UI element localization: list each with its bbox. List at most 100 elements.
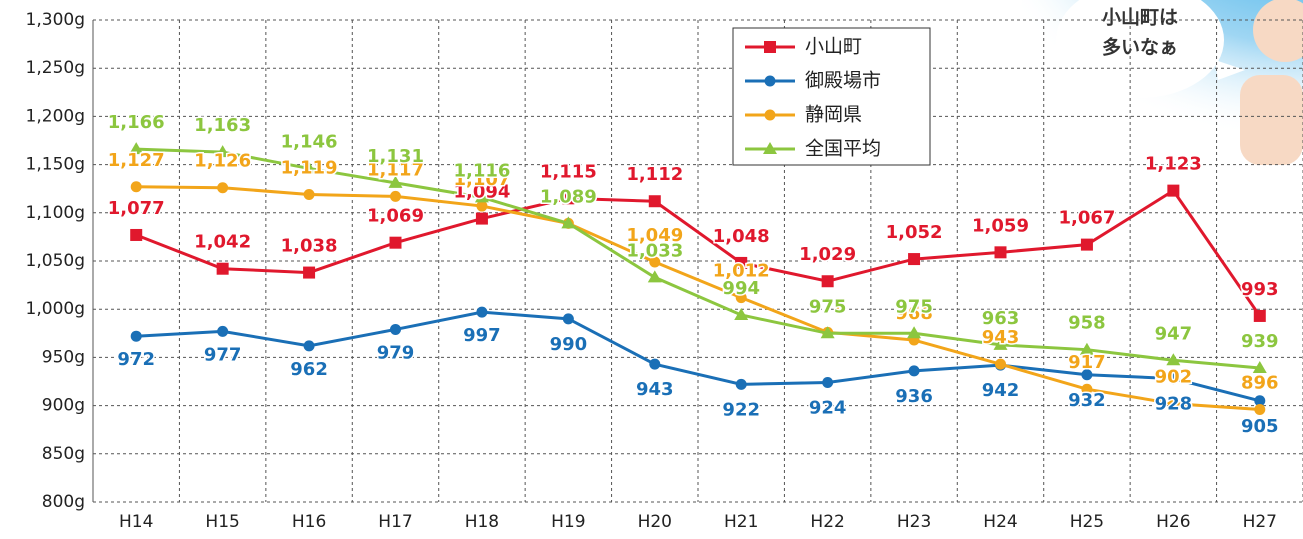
x-tick-label: H17 [378,512,412,532]
y-tick-label: 1,300g [26,10,85,30]
callout-text: 多いなぁ [1102,36,1178,59]
value-label: 1,048 [713,226,770,247]
legend-label: 静岡県 [805,104,862,126]
marker [390,237,402,249]
marker [217,263,229,275]
value-label: 962 [290,359,328,380]
marker [390,191,401,202]
x-tick-label: H18 [465,512,499,532]
value-label: 942 [982,380,1020,401]
value-label: 902 [1155,367,1193,388]
value-label: 1,067 [1058,208,1115,229]
value-label: 977 [204,344,242,365]
value-label: 1,052 [886,222,943,243]
value-label: 979 [377,342,415,363]
x-tick-label: H21 [724,512,758,532]
marker [822,377,833,388]
x-tick-label: H25 [1070,512,1104,532]
value-label: 928 [1155,394,1193,415]
marker [1167,185,1179,197]
marker [131,181,142,192]
y-tick-label: 1,250g [26,58,85,78]
marker [736,379,747,390]
callout-text: 小山町は [1102,7,1178,29]
x-tick-label: H24 [983,512,1017,532]
value-label: 1,059 [972,215,1029,236]
value-label: 939 [1241,331,1279,352]
y-tick-label: 900g [42,396,85,416]
y-tick-label: 1,100g [26,203,85,223]
value-label: 1,038 [281,236,338,257]
marker [765,110,776,121]
marker [765,76,776,87]
value-label: 922 [722,399,760,420]
value-label: 1,089 [540,186,597,207]
marker [304,340,315,351]
x-tick-label: H22 [810,512,844,532]
value-label: 1,116 [453,160,510,181]
marker [649,195,661,207]
value-label: 1,029 [799,244,856,265]
x-tick-label: H16 [292,512,326,532]
marker [304,189,315,200]
marker [1254,310,1266,322]
legend-label: 小山町 [805,36,862,58]
x-tick-label: H23 [897,512,931,532]
value-label: 958 [1068,313,1106,334]
marker [476,307,487,318]
marker [649,359,660,370]
value-label: 905 [1241,416,1279,437]
y-tick-label: 800g [42,492,85,512]
value-label: 932 [1068,390,1106,411]
value-label: 1,033 [626,240,683,261]
marker [130,229,142,241]
value-label: 896 [1241,372,1279,393]
marker [390,324,401,335]
marker [217,182,228,193]
value-label: 994 [722,278,760,299]
value-label: 917 [1068,352,1106,373]
value-label: 936 [895,386,933,407]
y-tick-label: 1,000g [26,299,85,319]
x-tick-label: H14 [119,512,153,532]
marker [995,359,1006,370]
y-tick-label: 1,050g [26,251,85,271]
value-label: 975 [809,296,847,317]
value-label: 993 [1241,279,1279,300]
value-label: 975 [895,296,933,317]
value-label: 1,123 [1145,154,1202,175]
value-label: 1,131 [367,146,424,167]
value-label: 947 [1155,323,1193,344]
x-tick-label: H20 [638,512,672,532]
value-label: 1,166 [108,112,165,133]
marker [822,275,834,287]
marker [909,365,920,376]
marker [995,246,1007,258]
value-label: 963 [982,308,1020,329]
x-tick-label: H27 [1243,512,1277,532]
value-label: 1,163 [194,115,251,136]
value-label: 1,146 [281,131,338,152]
marker [217,326,228,337]
value-label: 943 [636,379,674,400]
value-label: 990 [550,334,588,355]
character-body [1240,75,1303,165]
value-label: 1,127 [108,150,165,171]
x-tick-label: H26 [1156,512,1190,532]
value-label: 1,115 [540,161,597,182]
y-tick-label: 850g [42,444,85,464]
marker [563,313,574,324]
value-label: 1,126 [194,151,251,172]
marker [131,331,142,342]
value-label: 943 [982,327,1020,348]
y-tick-label: 1,200g [26,106,85,126]
marker [303,267,315,279]
chart: 小山町は 多いなぁ 800g 850g 900g 950g 1,000g 1,050g 1,… [0,0,1303,535]
value-label: 924 [809,397,847,418]
marker [1254,404,1265,415]
marker [764,41,776,53]
value-label: 1,077 [108,198,165,219]
marker [908,253,920,265]
y-tick-label: 950g [42,347,85,367]
x-tick-label: H19 [551,512,585,532]
